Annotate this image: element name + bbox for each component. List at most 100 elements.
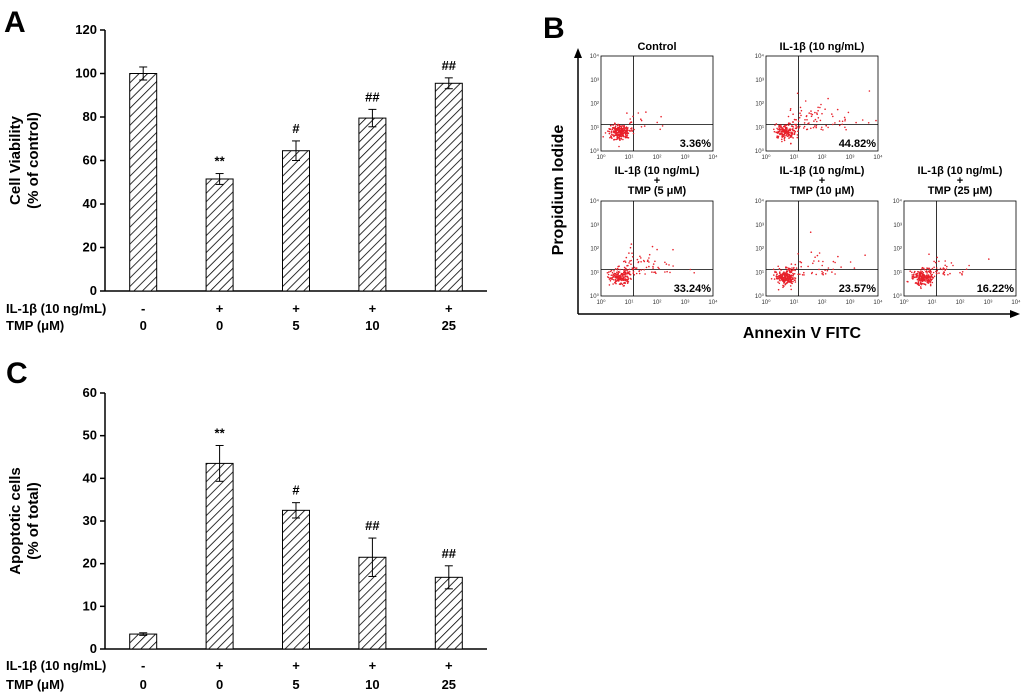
- flow-x-tick-label: 10¹: [790, 300, 799, 306]
- event-dot: [616, 275, 618, 277]
- y-tick-label: 40: [83, 470, 97, 485]
- event-dot: [628, 271, 631, 273]
- event-dot: [626, 269, 629, 271]
- flow-y-tick-label: 10⁴: [755, 53, 765, 60]
- event-dot: [773, 274, 775, 276]
- flow-x-tick-label: 10³: [681, 155, 690, 161]
- event-dot: [785, 279, 788, 281]
- event-dot: [608, 130, 610, 133]
- event-dot: [930, 275, 932, 278]
- event-dot: [620, 129, 622, 132]
- event-dot: [810, 112, 812, 115]
- flow-x-tick-label: 10¹: [625, 300, 634, 306]
- event-dot: [826, 269, 829, 272]
- tmp-condition-label: 5: [292, 318, 299, 333]
- event-dot: [617, 123, 619, 126]
- event-dot: [821, 112, 823, 115]
- event-dot: [941, 268, 944, 271]
- event-dot: [648, 261, 650, 263]
- event-dot: [652, 263, 655, 265]
- flow-plot-title: IL-1β (10 ng/mL): [780, 41, 865, 53]
- flow-y-tick-label: 10³: [755, 78, 764, 84]
- event-dot: [609, 270, 612, 273]
- event-dot: [790, 280, 793, 283]
- tmp-condition-label: 0: [216, 318, 223, 333]
- event-dot: [614, 280, 617, 282]
- flow-y-tick-label: 10⁴: [590, 53, 600, 60]
- event-dot: [933, 275, 936, 278]
- event-dot: [787, 115, 790, 118]
- event-dot: [928, 275, 931, 278]
- event-dot: [780, 132, 783, 134]
- event-dot: [791, 269, 793, 272]
- flow-plot-frame: [600, 200, 714, 297]
- event-dot: [632, 268, 635, 270]
- event-dot: [952, 264, 954, 267]
- event-dot: [639, 255, 641, 258]
- event-dot: [838, 124, 841, 127]
- y-axis-title: (% of total): [25, 482, 42, 559]
- event-dot: [635, 267, 638, 269]
- event-dot: [926, 271, 928, 273]
- event-dot: [787, 132, 790, 135]
- event-dot: [799, 106, 802, 109]
- event-dot: [785, 124, 788, 126]
- event-dot: [936, 256, 938, 259]
- event-dot: [931, 278, 933, 280]
- event-dot: [794, 281, 797, 283]
- event-dot: [795, 125, 797, 127]
- event-dot: [939, 267, 942, 270]
- event-dot: [792, 128, 794, 130]
- event-dot: [619, 127, 622, 130]
- event-dot: [922, 276, 924, 278]
- event-dot: [636, 258, 639, 261]
- event-dot: [861, 119, 864, 121]
- event-dot: [654, 260, 656, 263]
- event-dot: [610, 274, 613, 277]
- flow-y-arrow: [574, 48, 582, 58]
- event-dot: [798, 116, 801, 119]
- event-dot: [947, 273, 949, 276]
- event-dot: [775, 275, 778, 277]
- event-dot: [800, 265, 802, 268]
- event-dot: [787, 124, 790, 126]
- il1b-condition-label: -: [141, 301, 145, 316]
- event-dot: [616, 135, 619, 137]
- event-dot: [782, 286, 784, 289]
- event-dot: [610, 124, 612, 127]
- event-dot: [785, 270, 788, 273]
- event-dot: [817, 106, 819, 109]
- event-dot: [790, 125, 793, 127]
- il1b-condition-label: +: [369, 301, 377, 316]
- flow-x-tick-label: 10¹: [790, 155, 799, 161]
- flow-x-tick-label: 10⁴: [1011, 299, 1021, 306]
- event-dot: [622, 135, 625, 138]
- event-dot: [820, 128, 822, 131]
- event-dot: [622, 134, 624, 137]
- event-dot: [612, 275, 615, 278]
- event-dot: [788, 281, 791, 283]
- event-dot: [616, 268, 619, 271]
- event-dot: [606, 272, 609, 274]
- event-dot: [635, 272, 638, 275]
- event-dot: [792, 113, 794, 115]
- event-dot: [782, 280, 784, 283]
- flow-x-tick-label: 10⁰: [761, 299, 771, 306]
- event-dot: [919, 281, 922, 284]
- event-dot: [817, 109, 819, 112]
- event-dot: [820, 103, 822, 106]
- event-dot: [627, 271, 630, 274]
- event-dot: [629, 260, 631, 262]
- event-dot: [831, 271, 833, 273]
- event-dot: [796, 126, 798, 128]
- event-dot: [627, 278, 629, 281]
- event-dot: [794, 123, 796, 126]
- event-dot: [799, 273, 801, 276]
- event-dot: [803, 122, 806, 124]
- event-dot: [821, 273, 823, 275]
- event-dot: [672, 265, 674, 267]
- bar: [205, 178, 234, 292]
